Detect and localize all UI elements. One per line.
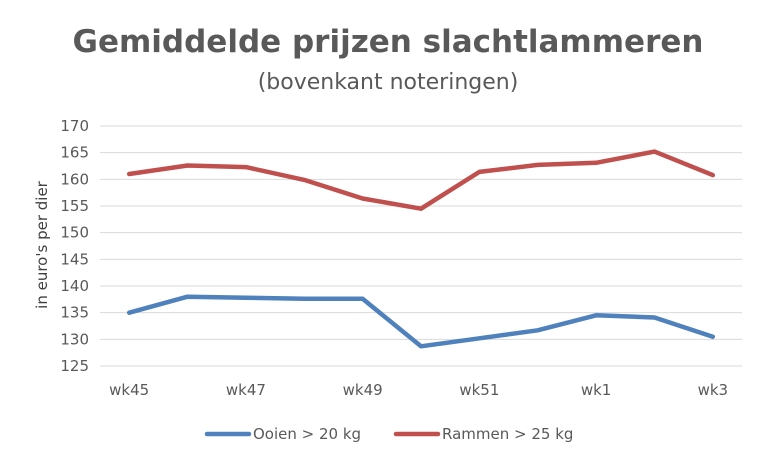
x-tick-label: wk49	[343, 381, 383, 399]
y-tick-label: 150	[60, 224, 89, 242]
chart-title: Gemiddelde prijzen slachtlammeren	[73, 24, 704, 60]
x-tick-label: wk1	[581, 381, 612, 399]
y-tick-label: 160	[60, 170, 89, 188]
y-tick-label: 135	[60, 304, 89, 322]
series-line-1	[126, 149, 716, 211]
x-axis-ticks: wk45 wk47 wk49 wk51 wk1 wk3	[109, 381, 728, 399]
y-axis-ticks: 125 130 135 140 145 150 155 160 165 170	[60, 117, 89, 375]
y-axis-label: in euro's per dier	[33, 180, 51, 309]
y-tick-label: 165	[60, 144, 89, 162]
legend-label-0: Ooien > 20 kg	[253, 425, 361, 443]
y-tick-label: 170	[60, 117, 89, 135]
x-tick-label: wk3	[698, 381, 729, 399]
x-tick-label: wk51	[459, 381, 499, 399]
legend-label-1: Rammen > 25 kg	[442, 425, 573, 443]
y-tick-label: 125	[60, 357, 89, 375]
y-tick-label: 155	[60, 197, 89, 215]
series-lines	[126, 149, 716, 349]
gridlines	[100, 125, 742, 367]
series-line-0	[126, 294, 716, 349]
y-tick-label: 130	[60, 330, 89, 348]
x-tick-label: wk45	[109, 381, 149, 399]
y-tick-label: 140	[60, 277, 89, 295]
chart-subtitle: (bovenkant noteringen)	[258, 70, 519, 95]
y-tick-label: 145	[60, 250, 89, 268]
x-tick-label: wk47	[226, 381, 266, 399]
legend: Ooien > 20 kg Rammen > 25 kg	[204, 425, 573, 443]
